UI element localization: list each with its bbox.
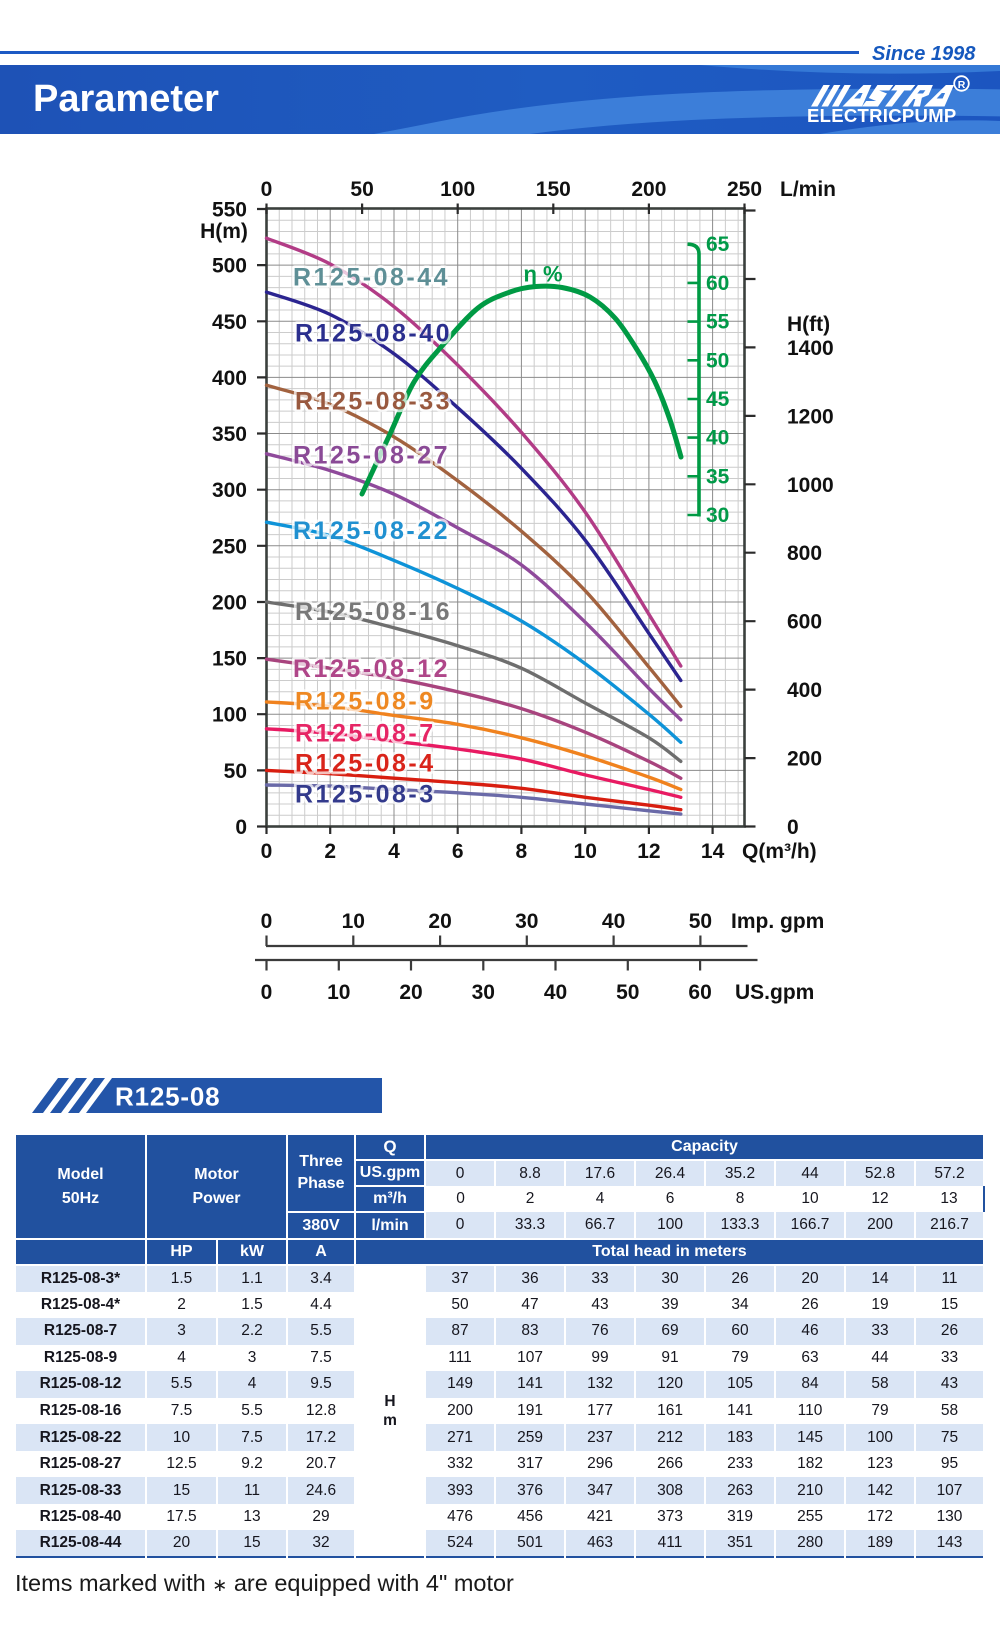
- svg-text:R125-08-44: R125-08-44: [293, 263, 450, 291]
- svg-text:R125-08-3: R125-08-3: [295, 780, 436, 808]
- svg-text:2: 2: [324, 840, 336, 863]
- svg-text:R125-08-33: R125-08-33: [295, 387, 452, 415]
- svg-text:6: 6: [452, 840, 464, 863]
- svg-text:100: 100: [440, 178, 475, 201]
- svg-text:600: 600: [787, 611, 822, 634]
- svg-text:50: 50: [224, 760, 247, 783]
- svg-text:R: R: [958, 79, 966, 91]
- svg-text:4: 4: [388, 840, 400, 863]
- svg-text:R125-08-12: R125-08-12: [293, 655, 450, 683]
- svg-text:ELECTRICPUMP: ELECTRICPUMP: [807, 105, 957, 126]
- svg-text:0: 0: [261, 981, 273, 1004]
- svg-text:H(m): H(m): [200, 220, 248, 243]
- svg-text:η %: η %: [523, 262, 562, 287]
- svg-text:200: 200: [787, 748, 822, 771]
- svg-text:0: 0: [261, 910, 273, 933]
- svg-text:US.gpm: US.gpm: [735, 981, 814, 1004]
- svg-text:R125-08-27: R125-08-27: [293, 441, 450, 469]
- svg-text:R125-08-16: R125-08-16: [295, 598, 452, 626]
- svg-text:150: 150: [212, 648, 247, 671]
- svg-text:Q(m³/h): Q(m³/h): [742, 840, 817, 863]
- svg-text:40: 40: [706, 427, 729, 450]
- svg-text:R125-08-7: R125-08-7: [295, 719, 436, 747]
- svg-text:65: 65: [706, 233, 730, 256]
- svg-text:1000: 1000: [787, 474, 834, 497]
- svg-text:200: 200: [631, 178, 666, 201]
- svg-text:8: 8: [516, 840, 528, 863]
- svg-text:20: 20: [399, 981, 422, 1004]
- svg-text:R125-08-40: R125-08-40: [295, 319, 452, 347]
- svg-text:H(ft): H(ft): [787, 313, 830, 336]
- svg-text:10: 10: [327, 981, 350, 1004]
- svg-text:0: 0: [787, 816, 799, 839]
- svg-text:50: 50: [706, 349, 729, 372]
- svg-text:60: 60: [688, 981, 711, 1004]
- svg-text:0: 0: [261, 178, 273, 201]
- svg-text:40: 40: [602, 910, 625, 933]
- svg-text:14: 14: [701, 840, 725, 863]
- svg-text:L/min: L/min: [780, 178, 836, 201]
- svg-text:0: 0: [261, 840, 273, 863]
- svg-text:20: 20: [428, 910, 451, 933]
- svg-text:50: 50: [350, 178, 373, 201]
- svg-text:R125-08-22: R125-08-22: [293, 517, 450, 545]
- svg-text:800: 800: [787, 542, 822, 565]
- svg-text:R125-08-4: R125-08-4: [295, 749, 436, 777]
- svg-text:500: 500: [212, 255, 247, 278]
- svg-text:30: 30: [706, 504, 729, 527]
- svg-text:10: 10: [574, 840, 597, 863]
- svg-text:45: 45: [706, 388, 730, 411]
- svg-text:R125-08-9: R125-08-9: [295, 687, 436, 715]
- svg-text:350: 350: [212, 423, 247, 446]
- svg-text:100: 100: [212, 704, 247, 727]
- svg-text:250: 250: [727, 178, 762, 201]
- svg-text:50: 50: [616, 981, 639, 1004]
- svg-text:1400: 1400: [787, 337, 834, 360]
- svg-text:60: 60: [706, 272, 729, 295]
- svg-text:250: 250: [212, 535, 247, 558]
- svg-text:10: 10: [342, 910, 365, 933]
- svg-text:400: 400: [787, 679, 822, 702]
- svg-text:50: 50: [689, 910, 712, 933]
- svg-text:Imp. gpm: Imp. gpm: [731, 910, 824, 933]
- svg-text:R125-08: R125-08: [115, 1082, 220, 1112]
- svg-text:300: 300: [212, 479, 247, 502]
- svg-text:400: 400: [212, 367, 247, 390]
- svg-text:12: 12: [637, 840, 660, 863]
- svg-text:1200: 1200: [787, 405, 834, 428]
- svg-text:55: 55: [706, 311, 730, 334]
- svg-text:0: 0: [235, 816, 247, 839]
- svg-text:550: 550: [212, 199, 247, 222]
- svg-text:30: 30: [472, 981, 495, 1004]
- svg-text:200: 200: [212, 592, 247, 615]
- svg-text:30: 30: [515, 910, 538, 933]
- svg-text:450: 450: [212, 311, 247, 334]
- svg-text:40: 40: [544, 981, 567, 1004]
- svg-text:35: 35: [706, 465, 730, 488]
- svg-text:150: 150: [536, 178, 571, 201]
